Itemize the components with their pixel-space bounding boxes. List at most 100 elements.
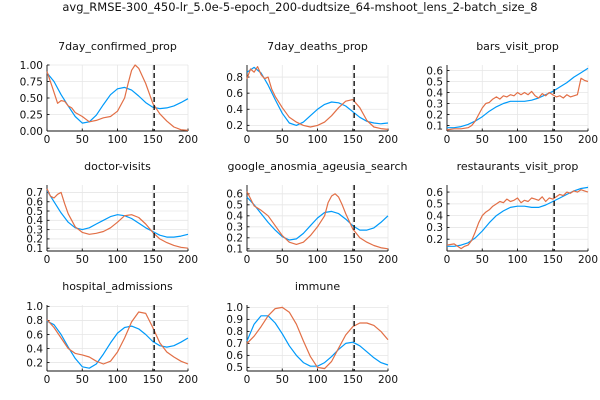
subplot: 0 50 100 150 200 0.2 0.4 0.6 0.8 7day_deaths_prop	[226, 40, 398, 146]
x-tick-label: 0	[244, 254, 251, 266]
series-line-orange	[246, 65, 389, 130]
y-tick-label: 0.3	[426, 98, 443, 110]
subplot: 0 50 100 150 200 0.10.20.30.40.50.60.7 doctor-…	[26, 160, 198, 266]
x-tick-label: 200	[578, 254, 598, 266]
subplot-title: restaurants_visit_prop	[457, 160, 579, 173]
series-line-orange	[446, 77, 589, 131]
x-tick-label: 50	[476, 134, 489, 146]
y-tick-label: 1.0	[26, 301, 43, 313]
y-tick-label: 0.50	[20, 93, 43, 105]
y-tick-label: 0.75	[20, 76, 43, 88]
x-tick-label: 0	[44, 254, 51, 266]
x-tick-label: 50	[276, 374, 289, 386]
x-tick-label: 150	[143, 254, 163, 266]
y-tick-label: 0.7	[226, 338, 243, 350]
x-tick-label: 100	[507, 134, 527, 146]
y-tick-label: 0.8	[26, 315, 43, 327]
series-line-orange	[46, 311, 189, 365]
subplot-title: immune	[295, 280, 340, 293]
x-tick-label: 150	[143, 374, 163, 386]
y-tick-label: 0.2	[26, 357, 43, 369]
subplot: 0 50 100 150 200 0.00 0.25 0.50 0.75 1.00 7day_con…	[20, 40, 198, 146]
x-tick-label: 200	[178, 254, 198, 266]
x-tick-label: 150	[543, 254, 563, 266]
y-tick-label: 0.6	[226, 350, 243, 362]
series-line-blue	[46, 72, 189, 124]
y-tick-label: 0.2	[226, 120, 243, 132]
series-line-orange	[446, 189, 589, 250]
subplot: 0 50 100 150 200 0.50.60.70.80.91.0 immune	[226, 280, 398, 386]
y-tick-label: 0.4	[226, 211, 243, 223]
x-tick-label: 50	[76, 134, 89, 146]
y-tick-label: 0.2	[226, 233, 243, 245]
y-tick-label: 0.5	[26, 206, 43, 218]
x-tick-label: 200	[378, 134, 398, 146]
x-tick-label: 100	[507, 254, 527, 266]
x-tick-label: 50	[276, 254, 289, 266]
y-tick-label: 0.5	[426, 199, 443, 211]
x-tick-label: 50	[76, 254, 89, 266]
y-tick-label: 0.2	[26, 234, 43, 246]
series-line-orange	[246, 191, 389, 250]
y-tick-label: 0.25	[20, 109, 43, 121]
x-tick-label: 50	[476, 254, 489, 266]
x-tick-label: 0	[44, 134, 51, 146]
x-tick-label: 100	[107, 254, 127, 266]
subplot: 0 50 100 150 200 0.2 0.4 0.6 0.8 1.0 hospital_admi…	[26, 280, 198, 386]
x-tick-label: 150	[543, 134, 563, 146]
x-tick-label: 200	[178, 134, 198, 146]
y-tick-label: 0.8	[226, 326, 243, 338]
series-line-orange	[46, 64, 189, 131]
subplot-title: bars_visit_prop	[476, 40, 559, 53]
subplot: 0 50 100 150 200 0.20.30.40.50.6 restaurants_v…	[426, 160, 598, 266]
series-line-blue	[246, 315, 389, 367]
subplot-title: google_anosmia_ageusia_search	[228, 160, 408, 173]
y-tick-label: 0.2	[426, 109, 443, 121]
x-tick-label: 100	[107, 134, 127, 146]
y-tick-label: 0.9	[226, 314, 243, 326]
y-tick-label: 0.5	[226, 362, 243, 374]
x-tick-label: 150	[343, 254, 363, 266]
x-tick-label: 0	[444, 254, 451, 266]
y-tick-label: 0.1	[26, 243, 43, 255]
subplot-title: 7day_confirmed_prop	[58, 40, 177, 53]
figure-title: avg_RMSE-300_450-lr_5.0e-5-epoch_200-dud…	[62, 0, 537, 14]
series-line-orange	[246, 306, 389, 370]
subplot: 0 50 100 150 200 0.10.20.30.40.50.6 google_ano…	[226, 160, 407, 266]
y-tick-label: 0.1	[226, 244, 243, 256]
x-tick-label: 0	[444, 134, 451, 146]
y-tick-label: 0.7	[26, 187, 43, 199]
x-tick-label: 200	[378, 254, 398, 266]
x-tick-label: 150	[343, 134, 363, 146]
y-tick-label: 0.4	[226, 104, 243, 116]
x-tick-label: 0	[244, 374, 251, 386]
x-tick-label: 100	[307, 374, 327, 386]
y-tick-label: 0.6	[426, 187, 443, 199]
subplot-title: hospital_admissions	[62, 280, 173, 293]
y-tick-label: 0.4	[26, 343, 43, 355]
y-tick-label: 1.00	[20, 60, 43, 72]
y-tick-label: 0.6	[226, 189, 243, 201]
y-tick-label: 0.6	[26, 197, 43, 209]
x-tick-label: 100	[107, 374, 127, 386]
series-line-blue	[447, 67, 589, 129]
y-tick-label: 0.3	[26, 224, 43, 236]
x-tick-label: 50	[76, 374, 89, 386]
subplot: 0 50 100 150 200 0.10.20.30.40.50.6 bars_visit…	[426, 40, 598, 146]
y-tick-label: 0.2	[426, 234, 443, 246]
x-tick-label: 0	[44, 374, 51, 386]
series-line-orange	[46, 188, 189, 249]
series-line-blue	[46, 320, 189, 369]
y-tick-label: 0.5	[426, 76, 443, 88]
y-tick-label: 0.1	[426, 120, 443, 132]
x-tick-label: 0	[244, 134, 251, 146]
subplot-title: 7day_deaths_prop	[267, 40, 368, 53]
y-tick-label: 0.5	[226, 200, 243, 212]
x-tick-label: 200	[378, 374, 398, 386]
y-tick-label: 0.6	[226, 88, 243, 100]
x-tick-label: 100	[307, 254, 327, 266]
y-tick-label: 0.4	[426, 87, 443, 99]
y-tick-label: 0.00	[20, 126, 43, 138]
y-tick-label: 0.4	[426, 210, 443, 222]
y-tick-label: 0.4	[26, 215, 43, 227]
